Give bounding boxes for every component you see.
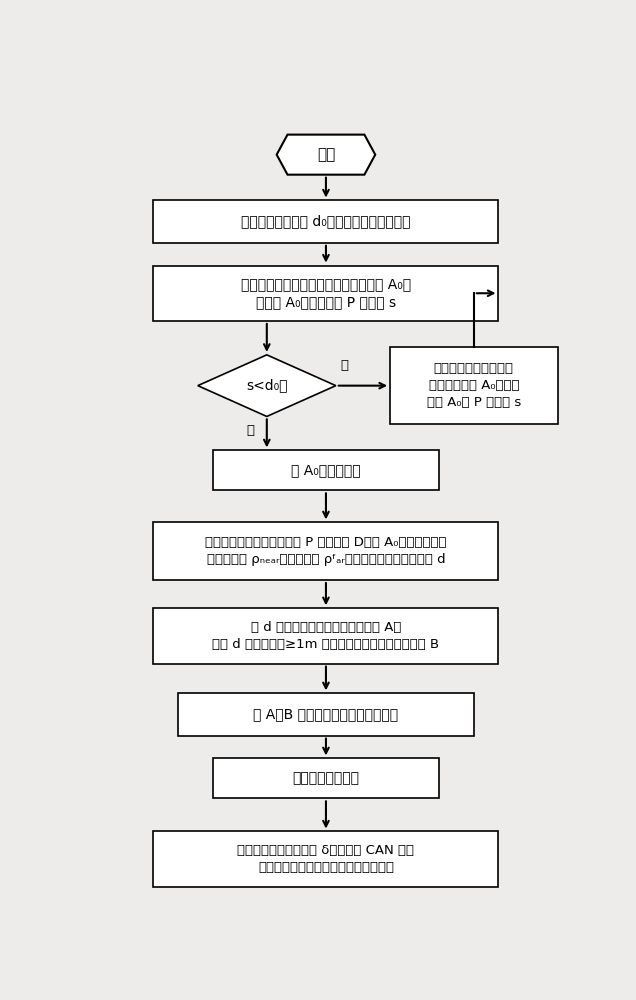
- Bar: [212, 758, 439, 798]
- Bar: [178, 693, 474, 736]
- Text: 将 A、B 的经纬度变换到车辆坐标系: 将 A、B 的经纬度变换到车辆坐标系: [253, 707, 399, 721]
- Text: 将 A₀作为预瞸点: 将 A₀作为预瞸点: [291, 463, 361, 477]
- Text: 设置初始预瞸距离 d₀，和读取车辆当前状态: 设置初始预瞸距离 d₀，和读取车辆当前状态: [241, 215, 411, 229]
- Bar: [390, 347, 558, 424]
- Bar: [212, 450, 439, 490]
- Polygon shape: [198, 355, 336, 416]
- Text: 选择预定轨迹中位于车辆前方的第一点 A₀，
并计算 A₀到车辆位置 P 的距离 s: 选择预定轨迹中位于车辆前方的第一点 A₀， 并计算 A₀到车辆位置 P 的距离 …: [241, 277, 411, 309]
- Text: 是: 是: [341, 359, 349, 372]
- Text: 选择预定轨迹中的下一
个点作为新的 A₀，重新
计算 A₀到 P 的距离 s: 选择预定轨迹中的下一 个点作为新的 A₀，重新 计算 A₀到 P 的距离 s: [427, 362, 521, 409]
- Text: 开始: 开始: [317, 147, 335, 162]
- Bar: [153, 266, 499, 321]
- Text: 否: 否: [247, 424, 254, 437]
- Polygon shape: [277, 135, 375, 175]
- Text: 以 d 为预瞸距离，选择第一预瞸点 A；
再以 d 的值加长度≥1m 为预瞸距离，选择第二预瞸点 B: 以 d 为预瞸距离，选择第一预瞸点 A； 再以 d 的值加长度≥1m 为预瞸距离…: [212, 621, 439, 651]
- Text: 找预定轨迹中距离车辆位置 P 最近的点 D，以 A₀为分界点，计
算近处曲率 ρₙₑₐᵣ和远处曲率 ρᶠₐᵣ，据此计算新的预瞸距离 d: 找预定轨迹中距离车辆位置 P 最近的点 D，以 A₀为分界点，计 算近处曲率 ρ…: [205, 536, 446, 566]
- Bar: [153, 522, 499, 580]
- Bar: [153, 831, 499, 887]
- Text: 计算方向盘转角控制量 δ，并通过 CAN 总线
输出到自驾仪，然后进入下一控制周期: 计算方向盘转角控制量 δ，并通过 CAN 总线 输出到自驾仪，然后进入下一控制周…: [237, 844, 415, 874]
- Bar: [153, 608, 499, 664]
- Text: s<d₀？: s<d₀？: [246, 379, 287, 393]
- Text: 计算最优转弯曲率: 计算最优转弯曲率: [293, 771, 359, 785]
- Bar: [153, 200, 499, 243]
